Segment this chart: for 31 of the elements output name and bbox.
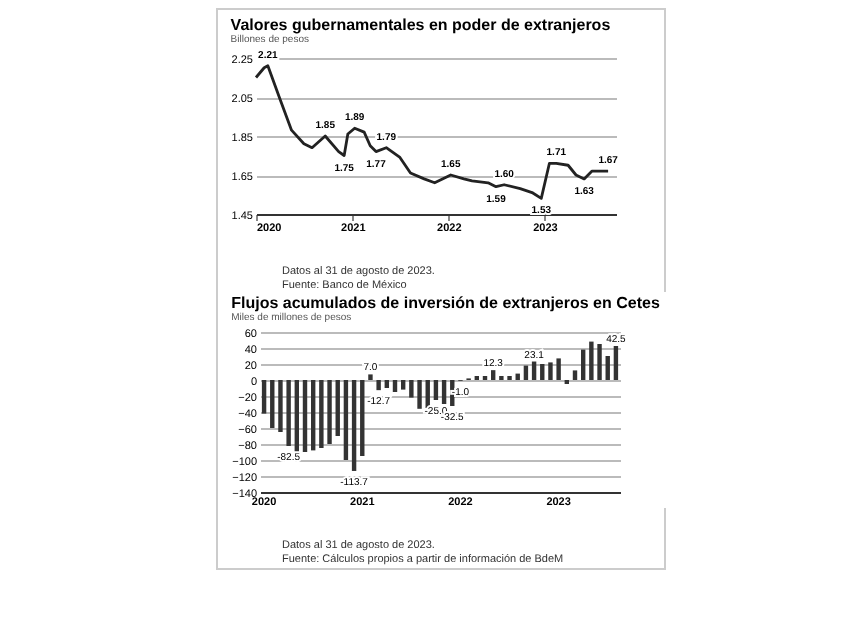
bar — [368, 374, 373, 380]
bar — [613, 346, 619, 380]
bar — [384, 380, 390, 388]
bar — [490, 370, 496, 380]
bar — [605, 356, 610, 380]
bar — [572, 370, 578, 380]
bar — [441, 380, 447, 404]
bar — [351, 380, 357, 471]
chart-title: Valores gubernamentales en poder de extranjeros — [230, 15, 612, 34]
bar — [343, 380, 349, 460]
bar — [433, 380, 439, 400]
bar — [327, 380, 332, 444]
bar — [360, 380, 365, 456]
bar — [540, 364, 545, 380]
bar — [261, 380, 267, 414]
bar — [417, 380, 422, 409]
bar — [319, 380, 324, 448]
bar — [548, 362, 553, 380]
bar — [270, 380, 275, 428]
bar — [580, 349, 586, 380]
bar — [302, 380, 308, 452]
bar — [597, 344, 602, 380]
bar — [589, 341, 594, 380]
chart-title: Flujos acumulados de inversión de extranjeros en Cetes — [231, 294, 661, 312]
bar — [376, 380, 381, 391]
bar — [400, 380, 406, 390]
bar — [286, 380, 291, 446]
bar — [335, 380, 340, 436]
bar — [392, 380, 398, 392]
bar — [310, 380, 316, 451]
bar — [556, 358, 561, 380]
